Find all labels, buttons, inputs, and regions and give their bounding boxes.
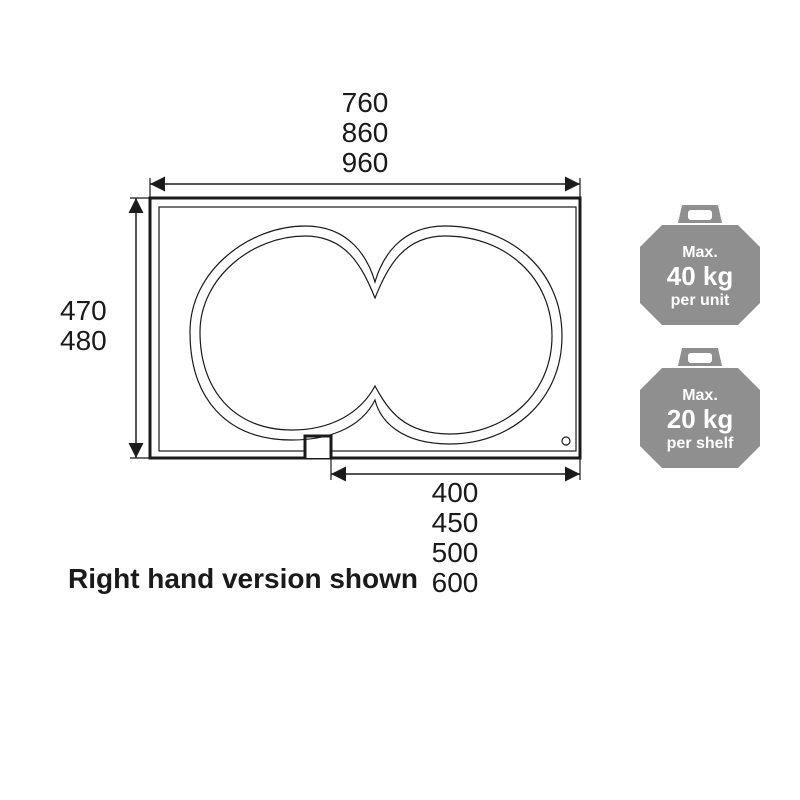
dim-bottom-value: 600 bbox=[432, 567, 479, 598]
weight-value: 40 kg bbox=[667, 261, 734, 291]
weight-per-label: per unit bbox=[671, 292, 730, 309]
dim-bottom-value: 500 bbox=[432, 537, 479, 568]
dim-left-value: 470 bbox=[60, 295, 107, 326]
dim-top-value: 760 bbox=[342, 87, 389, 118]
weight-value: 20 kg bbox=[667, 404, 734, 434]
dim-left-value: 480 bbox=[60, 325, 107, 356]
dim-bottom-value: 450 bbox=[432, 507, 479, 538]
weight-max-label: Max. bbox=[682, 244, 718, 261]
dim-top-value: 860 bbox=[342, 117, 389, 148]
dim-top-value: 960 bbox=[342, 147, 389, 178]
weight-per-label: per shelf bbox=[667, 435, 734, 452]
weight-max-label: Max. bbox=[682, 387, 718, 404]
caption-text: Right hand version shown bbox=[68, 563, 418, 594]
dim-bottom-value: 400 bbox=[432, 477, 479, 508]
